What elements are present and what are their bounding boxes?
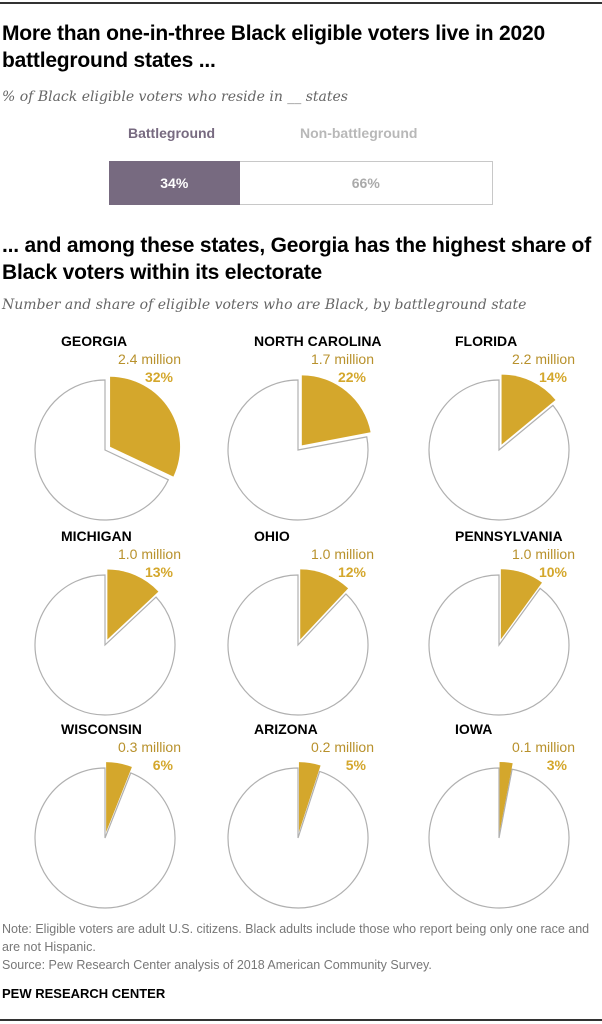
pie-state-label: IOWA	[455, 721, 492, 737]
pie-share-label: 5%	[346, 757, 367, 773]
source-text: Source: Pew Research Center analysis of …	[2, 958, 432, 972]
bottom-rule	[0, 1019, 602, 1021]
pie-count-label: 0.1 million	[512, 739, 575, 755]
pie-remainder-slice	[34, 574, 176, 716]
note-text: Note: Eligible voters are adult U.S. cit…	[2, 922, 590, 954]
pie-share-label: 3%	[547, 757, 568, 773]
pie-remainder-slice	[34, 379, 170, 521]
pie-state-label: PENNSYLVANIA	[455, 528, 563, 544]
pie-share-slice	[500, 569, 542, 640]
pie-state-label: ARIZONA	[254, 721, 318, 737]
pie-state-label: MICHIGAN	[61, 528, 132, 544]
pie-share-label: 22%	[338, 369, 367, 385]
pie-count-label: 1.0 million	[311, 546, 374, 562]
pie-share-slice	[298, 762, 321, 833]
pie-remainder-slice	[428, 379, 570, 521]
top-rule	[0, 2, 602, 4]
pie-count-label: 2.4 million	[118, 351, 181, 367]
pie-share-label: 10%	[539, 564, 568, 580]
pie-state-label: GEORGIA	[61, 333, 127, 349]
pie-share-label: 6%	[153, 757, 174, 773]
legend-non-battleground: Non-battleground	[300, 125, 418, 141]
chart-subtitle-1: % of Black eligible voters who reside in…	[2, 89, 348, 105]
pie-count-label: 1.7 million	[311, 351, 374, 367]
pie-remainder-slice	[227, 574, 369, 716]
pie-share-slice	[501, 374, 556, 445]
stacked-bar: 34% 66%	[109, 161, 493, 205]
pie-share-slice	[106, 762, 132, 833]
pie-share-slice	[110, 376, 181, 477]
pie-share-slice	[300, 569, 349, 640]
pie-count-label: 2.2 million	[512, 351, 575, 367]
pie-share-slice	[499, 762, 513, 833]
chart-subtitle-2: Number and share of eligible voters who …	[2, 297, 527, 313]
pie-count-label: 1.0 million	[118, 546, 181, 562]
footnote: Note: Eligible voters are adult U.S. cit…	[2, 920, 600, 974]
pie-remainder-slice	[227, 379, 369, 521]
pie-count-label: 0.2 million	[311, 739, 374, 755]
pie-state-label: FLORIDA	[455, 333, 517, 349]
pie-share-label: 13%	[145, 564, 174, 580]
pie-share-label: 14%	[539, 369, 568, 385]
pie-count-label: 1.0 million	[512, 546, 575, 562]
pie-state-label: NORTH CAROLINA	[254, 333, 382, 349]
pie-share-slice	[107, 569, 159, 640]
bar-segment-battleground: 34%	[109, 161, 240, 205]
pie-count-label: 0.3 million	[118, 739, 181, 755]
pie-remainder-slice	[227, 767, 369, 909]
pie-remainder-slice	[428, 767, 570, 909]
pie-remainder-slice	[34, 767, 176, 909]
pie-share-label: 12%	[338, 564, 367, 580]
pie-share-label: 32%	[145, 369, 174, 385]
pie-share-slice	[301, 375, 371, 446]
chart-title-2: ... and among these states, Georgia has …	[2, 234, 591, 284]
legend-battleground: Battleground	[128, 125, 216, 141]
bar-segment-non-battleground: 66%	[239, 161, 493, 205]
brand-logo-text: PEW RESEARCH CENTER	[2, 986, 166, 1001]
chart-title-1: More than one-in-three Black eligible vo…	[2, 22, 545, 72]
pie-remainder-slice	[428, 574, 570, 716]
pie-chart-grid: GEORGIA 2.4 million 32% NORTH CAROLINA 1.7 m…	[34, 333, 575, 909]
pie-state-label: WISCONSIN	[61, 721, 142, 737]
pie-state-label: OHIO	[254, 528, 290, 544]
